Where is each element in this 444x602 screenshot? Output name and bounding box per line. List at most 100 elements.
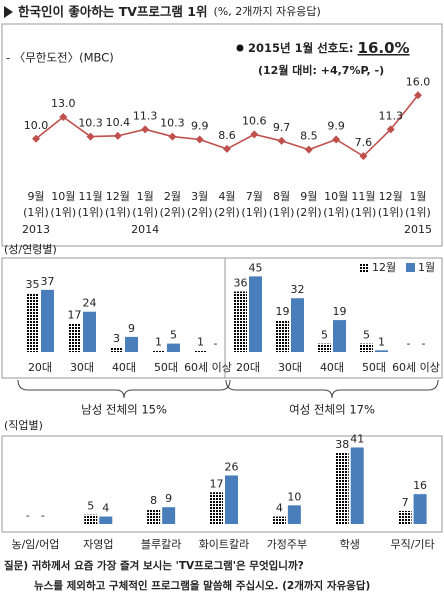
value-label: 9.9	[191, 119, 209, 132]
title-note: (%, 2개까지 자유응답)	[213, 5, 320, 18]
x-tick-label: 10월	[324, 190, 348, 203]
x-tick-label: 50대	[154, 361, 178, 374]
x-year-label: 2013	[22, 223, 50, 236]
x-tick-label: 12월	[379, 190, 403, 203]
x-tick-label: 20대	[236, 361, 260, 374]
change-note: (12월 대비: +4,7%P, -)	[258, 63, 384, 77]
bar	[194, 350, 207, 352]
x-tick-label: 학생	[340, 538, 360, 551]
value-label: 10.3	[78, 117, 103, 130]
bar	[210, 492, 223, 524]
x-tick-label: 20대	[28, 361, 52, 374]
x-tick-label: 60세 이상	[392, 361, 440, 374]
bullet	[236, 44, 244, 52]
value-label: 7	[402, 496, 409, 509]
value-label: 9	[165, 492, 172, 505]
value-label: -	[214, 337, 218, 350]
bar	[272, 516, 286, 524]
x-rank-label: (2위)	[187, 206, 213, 219]
x-rank-label: (2위)	[296, 206, 322, 219]
value-label: 4	[102, 502, 109, 515]
x-tick-label: 10월	[51, 190, 75, 203]
value-label: 36	[234, 277, 248, 290]
x-rank-label: (1위)	[405, 206, 431, 219]
x-tick-label: 12월	[106, 190, 130, 203]
x-tick-label: 40대	[112, 361, 136, 374]
value-label: -	[407, 337, 411, 350]
value-label: 17	[210, 477, 224, 490]
point	[32, 134, 40, 143]
x-rank-label: (1위)	[132, 206, 158, 219]
x-tick-label: 8월	[273, 190, 290, 203]
value-label: 11.3	[133, 109, 158, 122]
value-label: 10	[287, 490, 301, 503]
value-label: 8.6	[218, 129, 236, 142]
x-rank-label: (1위)	[269, 206, 295, 219]
bar	[125, 336, 138, 352]
x-tick-label: 무직/기타	[390, 538, 434, 551]
value-label: 4	[276, 502, 283, 515]
value-label: 13.0	[51, 97, 76, 110]
value-label: 1	[197, 335, 204, 348]
title-marker	[4, 6, 13, 18]
value-label: 19	[333, 305, 347, 318]
value-label: 45	[249, 261, 263, 274]
bar	[152, 350, 165, 352]
x-tick-label: 3월	[191, 190, 208, 203]
x-tick-label: 4월	[218, 190, 235, 203]
legend-label: 12월	[372, 261, 396, 274]
bar	[318, 343, 331, 352]
value-label: 24	[83, 297, 97, 310]
title-text: 한국인이 좋아하는 TV프로그램 1위	[18, 4, 207, 19]
value-label: 16.0	[406, 75, 431, 88]
x-tick-label: 1월	[137, 190, 154, 203]
group-brace	[17, 379, 231, 399]
bar	[413, 494, 427, 524]
legend-swatch	[360, 263, 369, 272]
question-line: 질문) 귀하께서 요즘 가장 즐겨 보시는 'TV프로그램'은 무엇입니까?	[4, 559, 304, 572]
value-label: 32	[291, 283, 305, 296]
value-label: 9.9	[327, 119, 345, 132]
point	[304, 145, 313, 154]
x-year-label: 2015	[404, 223, 432, 236]
value-label: 5	[321, 329, 328, 342]
bar	[83, 311, 96, 352]
x-tick-label: 1월	[409, 190, 426, 203]
x-tick-label: 9월	[300, 190, 317, 203]
x-rank-label: (1위)	[351, 206, 377, 219]
bar	[167, 343, 180, 352]
bar	[276, 320, 289, 352]
point	[332, 135, 341, 144]
x-rank-label: (2위)	[214, 206, 240, 219]
x-tick-label: 자영업	[83, 538, 113, 551]
x-tick-label: 블루칼라	[141, 538, 181, 551]
value-label: 9.7	[273, 121, 291, 134]
x-tick-label: 50대	[362, 361, 386, 374]
value-label: 10.0	[24, 119, 49, 132]
bar	[110, 346, 123, 352]
x-rank-label: (1위)	[378, 206, 404, 219]
bar	[162, 507, 176, 524]
question-line: 뉴스를 제외하고 구체적인 프로그램을 말씀해 주십시오. (2개까지 자유응답…	[34, 579, 370, 592]
value-label: 17	[68, 308, 82, 321]
group-label: 남성 전체의 15%	[81, 403, 167, 417]
x-rank-label: (1위)	[78, 206, 104, 219]
point	[359, 152, 368, 161]
value-label: 10.6	[242, 114, 267, 127]
bar	[99, 516, 113, 524]
value-label: 1	[155, 335, 162, 348]
bar	[234, 291, 247, 352]
section-label: (직업별)	[4, 419, 43, 432]
legend-swatch	[406, 263, 415, 272]
x-tick-label: 가정주부	[267, 538, 307, 551]
point	[113, 131, 122, 140]
group-brace	[225, 379, 439, 399]
bar	[147, 509, 161, 524]
x-tick-label: 2월	[164, 190, 181, 203]
bar	[26, 293, 39, 352]
value-label: 3	[113, 332, 120, 345]
bar	[375, 350, 388, 352]
bar	[249, 276, 262, 352]
bar	[287, 505, 301, 524]
